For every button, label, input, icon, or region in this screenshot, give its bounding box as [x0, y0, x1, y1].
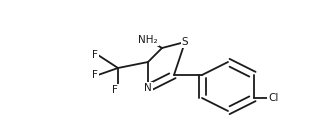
- Text: F: F: [92, 70, 98, 80]
- Text: F: F: [112, 85, 118, 95]
- Text: S: S: [182, 37, 188, 47]
- Text: N: N: [144, 83, 152, 93]
- Text: NH₂: NH₂: [138, 35, 158, 45]
- Text: F: F: [92, 50, 98, 60]
- Text: Cl: Cl: [268, 93, 278, 103]
